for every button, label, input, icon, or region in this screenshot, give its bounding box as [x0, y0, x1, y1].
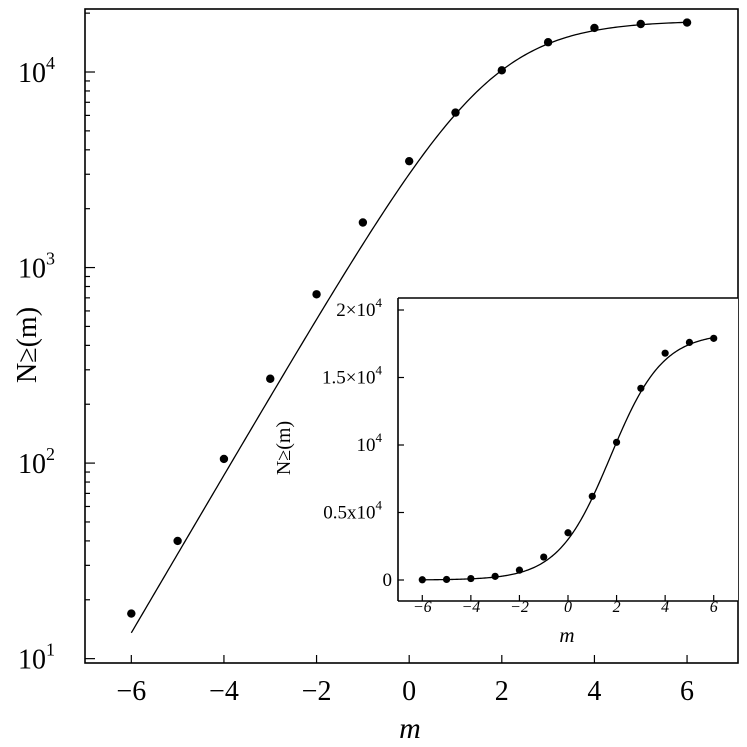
- inset-x-tick-label: 2: [613, 599, 621, 616]
- main-data-point: [451, 108, 460, 117]
- inset-data-point: [418, 576, 426, 584]
- main-x-tick-label: −6: [116, 676, 146, 707]
- inset-data-point: [515, 566, 524, 574]
- inset-x-ticks: −6 −4 −2 0 2 4 6: [413, 595, 718, 616]
- main-y-tick-label: 102: [18, 444, 55, 480]
- main-data-point: [312, 290, 321, 299]
- main-data-point: [358, 218, 368, 227]
- inset-data-point: [442, 575, 451, 584]
- inset-data-point: [540, 553, 548, 561]
- main-x-tick-label: −2: [302, 676, 332, 707]
- inset-x-tick-label: −6: [413, 599, 432, 616]
- main-data-points: [127, 18, 692, 618]
- inset-y-ticks: 0 0.5x104 104 1.5×104 2×104: [322, 295, 404, 591]
- main-y-tick-label: 101: [18, 640, 55, 676]
- inset-data-points: [418, 334, 718, 584]
- inset-plot: −6 −4 −2 0 2 4 6 0 0.5x104 104 1.5×104 2×104 m N≥(…: [273, 295, 738, 647]
- main-data-point: [127, 609, 136, 618]
- main-data-point: [404, 156, 414, 166]
- main-data-point: [219, 454, 229, 464]
- inset-data-point: [588, 492, 596, 500]
- main-data-point: [266, 374, 275, 383]
- main-x-axis-label: m: [399, 712, 421, 745]
- main-x-tick-label: 0: [402, 676, 416, 707]
- inset-y-tick-label: 2×104: [336, 295, 382, 321]
- inset-y-tick-label: 0: [383, 570, 393, 591]
- main-y-axis-label: N≥(m): [12, 307, 43, 383]
- inset-x-tick-label: 6: [710, 599, 718, 616]
- main-data-point: [590, 23, 599, 33]
- inset-x-tick-label: 0: [564, 599, 572, 616]
- inset-x-tick-label: 4: [661, 599, 669, 616]
- inset-x-axis-label: m: [559, 623, 574, 647]
- inset-data-point: [710, 334, 718, 342]
- inset-data-point: [612, 438, 621, 446]
- main-x-ticks: −6 −4 −2 0 2 4 6: [116, 655, 694, 707]
- main-data-point: [173, 536, 182, 546]
- main-data-point: [682, 18, 692, 27]
- inset-data-point: [685, 338, 694, 346]
- inset-y-axis-label: N≥(m): [273, 421, 295, 475]
- inset-data-point: [661, 349, 669, 357]
- inset-data-point: [637, 384, 645, 392]
- inset-x-tick-label: −4: [461, 599, 480, 616]
- inset-x-tick-label: −2: [510, 599, 529, 616]
- main-data-point: [497, 66, 507, 75]
- main-x-tick-label: 6: [680, 676, 694, 707]
- main-x-tick-label: 4: [587, 676, 601, 707]
- main-x-tick-label: −4: [209, 676, 239, 707]
- inset-y-tick-label: 0.5x104: [323, 498, 382, 524]
- main-x-tick-label: 2: [495, 676, 509, 707]
- main-data-point: [543, 38, 553, 47]
- main-y-tick-label: 103: [18, 249, 55, 285]
- inset-y-tick-label: 1.5×104: [322, 363, 382, 389]
- inset-data-point: [564, 529, 572, 537]
- inset-data-point: [467, 574, 475, 583]
- inset-data-point: [491, 572, 499, 580]
- inset-y-tick-label: 104: [357, 430, 383, 456]
- main-y-tick-label: 104: [18, 53, 55, 89]
- main-data-point: [636, 19, 645, 29]
